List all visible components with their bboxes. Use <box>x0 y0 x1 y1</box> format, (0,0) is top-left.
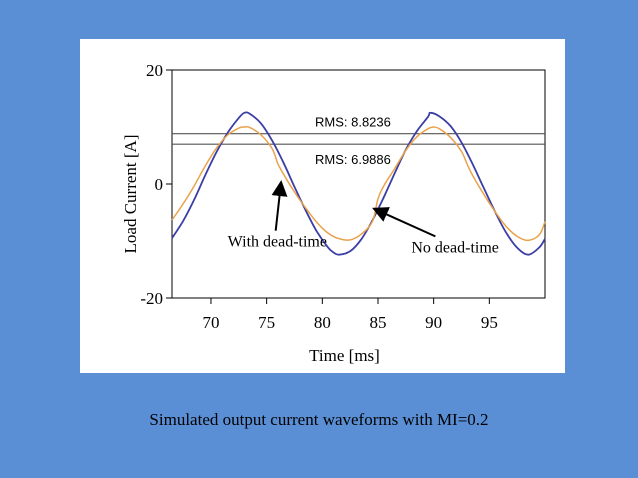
annotation-2-arrow <box>372 207 436 238</box>
rms-label-1: RMS: 8.8236 <box>315 115 391 130</box>
x-tick-label: 70 <box>202 313 219 332</box>
rms-label-2: RMS: 6.9886 <box>315 152 391 167</box>
x-tick-label: 85 <box>369 313 386 332</box>
y-tick-label: 20 <box>146 61 163 80</box>
figure-panel: RMS: 8.8236 RMS: 6.9886 70 75 80 85 90 95 -20 0 2… <box>80 39 565 373</box>
x-tick-label: 80 <box>314 313 331 332</box>
series-with-dead-time <box>171 125 546 242</box>
x-tick-label: 75 <box>258 313 275 332</box>
y-tick-label: 0 <box>155 175 164 194</box>
load-current-chart: RMS: 8.8236 RMS: 6.9886 70 75 80 85 90 95 -20 0 2… <box>121 61 546 365</box>
y-tick-label: -20 <box>140 289 163 308</box>
y-axis-title: Load Current [A] <box>121 135 140 254</box>
x-tick-label: 95 <box>481 313 498 332</box>
series-no-dead-time <box>171 111 546 256</box>
annotation-1-arrow <box>271 180 288 231</box>
x-axis-title: Time [ms] <box>309 346 380 365</box>
annotation-1-label: With dead-time <box>228 234 327 251</box>
annotation-2-label: No dead-time <box>411 239 499 256</box>
figure-caption: Simulated output current waveforms with … <box>149 410 489 429</box>
plot-frame <box>171 69 546 299</box>
x-tick-label: 90 <box>425 313 442 332</box>
